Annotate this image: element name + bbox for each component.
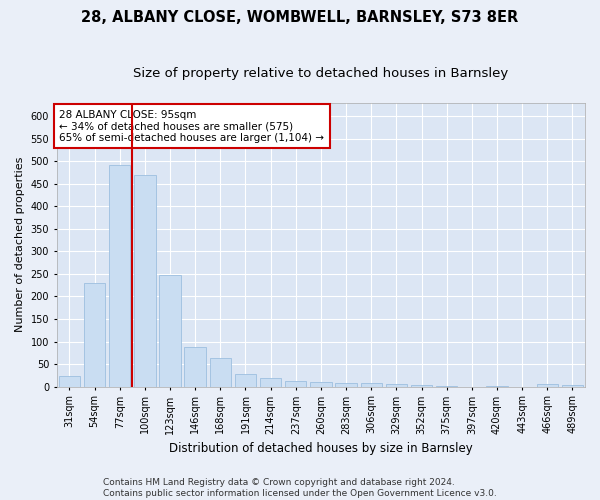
X-axis label: Distribution of detached houses by size in Barnsley: Distribution of detached houses by size … bbox=[169, 442, 473, 455]
Bar bbox=[536, 384, 558, 386]
Bar bbox=[260, 378, 281, 386]
Bar bbox=[109, 164, 130, 386]
Y-axis label: Number of detached properties: Number of detached properties bbox=[15, 157, 25, 332]
Bar bbox=[209, 358, 231, 386]
Text: 28, ALBANY CLOSE, WOMBWELL, BARNSLEY, S73 8ER: 28, ALBANY CLOSE, WOMBWELL, BARNSLEY, S7… bbox=[82, 10, 518, 25]
Text: 28 ALBANY CLOSE: 95sqm
← 34% of detached houses are smaller (575)
65% of semi-de: 28 ALBANY CLOSE: 95sqm ← 34% of detached… bbox=[59, 110, 325, 143]
Bar bbox=[59, 376, 80, 386]
Bar bbox=[160, 275, 181, 386]
Bar bbox=[134, 174, 155, 386]
Bar bbox=[235, 374, 256, 386]
Bar bbox=[386, 384, 407, 386]
Bar bbox=[335, 383, 357, 386]
Bar bbox=[84, 283, 105, 387]
Text: Contains HM Land Registry data © Crown copyright and database right 2024.
Contai: Contains HM Land Registry data © Crown c… bbox=[103, 478, 497, 498]
Bar bbox=[184, 348, 206, 387]
Bar bbox=[361, 382, 382, 386]
Title: Size of property relative to detached houses in Barnsley: Size of property relative to detached ho… bbox=[133, 68, 509, 80]
Bar bbox=[310, 382, 332, 386]
Bar bbox=[285, 381, 307, 386]
